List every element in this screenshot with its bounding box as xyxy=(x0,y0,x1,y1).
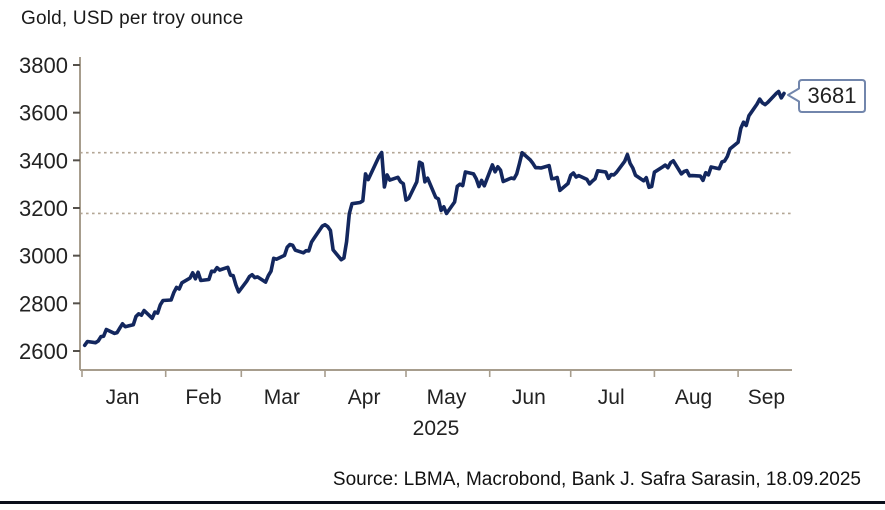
x-axis-month-label: May xyxy=(427,386,467,409)
x-axis-month-label: Feb xyxy=(185,386,221,409)
x-axis-month-label: Aug xyxy=(675,386,712,409)
last-value-label: 3681 xyxy=(808,83,857,108)
last-value-callout-box xyxy=(787,79,866,113)
y-axis-tick-label: 3600 xyxy=(19,101,68,126)
x-axis-month-label: Jun xyxy=(512,386,546,409)
footer-divider-rule xyxy=(0,501,885,504)
x-axis-month-label: Sep xyxy=(748,386,785,409)
y-axis-tick-label: 3000 xyxy=(19,244,68,269)
y-axis-tick-label: 3200 xyxy=(19,196,68,221)
y-axis-tick-label: 3400 xyxy=(19,148,68,173)
x-axis-month-label: Mar xyxy=(264,386,300,409)
x-axis-month-label: Jul xyxy=(598,386,625,409)
chart-title: Gold, USD per troy ounce xyxy=(21,8,244,29)
y-axis-tick-label: 2800 xyxy=(19,291,68,316)
gold-price-line xyxy=(82,89,786,348)
x-axis-month-label: Jan xyxy=(106,386,140,409)
x-axis-year-label: 2025 xyxy=(413,417,460,440)
y-axis-tick-label: 3800 xyxy=(19,53,68,78)
source-attribution: Source: LBMA, Macrobond, Bank J. Safra S… xyxy=(332,469,861,490)
y-axis-tick-label: 2600 xyxy=(19,339,68,364)
x-axis-month-label: Apr xyxy=(348,386,381,409)
